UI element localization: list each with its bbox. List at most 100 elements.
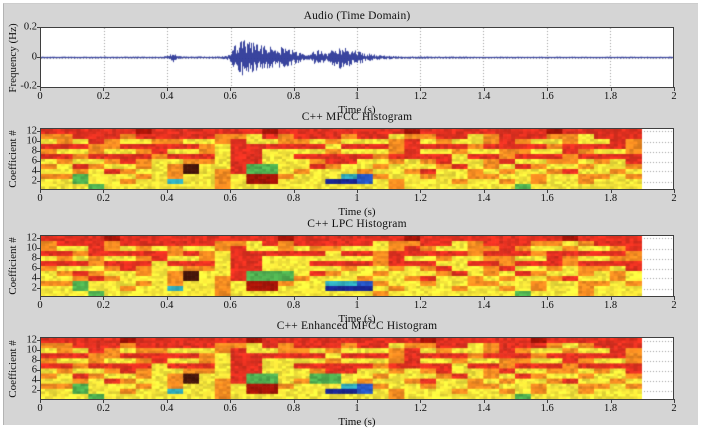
plot-area-enhanced-mfcc [40,337,674,400]
plot-area-audio [40,27,674,88]
y-axis-label-audio: Frequency (Hz) [7,22,19,93]
x-tick-label: 1.8 [604,193,618,204]
y-tick-mark [37,257,40,259]
x-tick-label: 2 [671,403,677,414]
x-tick-label: 1.2 [413,193,427,204]
x-tick-label: 1.6 [540,91,554,102]
x-tick-mark [547,296,549,300]
x-tick-mark [610,189,612,193]
y-tick-mark [37,130,40,132]
x-tick-label: 2 [671,91,677,102]
x-tick-label: 1 [354,403,360,414]
x-tick-mark [420,87,422,91]
y-tick-mark [37,267,40,269]
y-tick-mark [37,277,40,279]
x-tick-label: 0.2 [96,300,110,311]
x-tick-label: 1.8 [604,91,618,102]
x-tick-mark [293,189,295,193]
x-tick-mark [166,87,168,91]
x-tick-mark [40,189,41,193]
x-tick-label: 0.6 [223,91,237,102]
plot-title-lpc: C++ LPC Histogram [307,218,407,230]
x-tick-mark [293,296,295,300]
x-tick-mark [293,87,295,91]
y-tick-mark [37,150,40,152]
y-tick-label: 8 [31,252,37,263]
x-axis-label-enhanced-mfcc: Time (s) [338,416,376,428]
x-tick-mark [357,189,358,193]
y-tick-label: 12 [26,125,38,136]
y-tick-label: 6 [31,155,37,166]
y-tick-label: 12 [26,232,38,243]
x-tick-mark [103,296,105,300]
x-tick-label: 0.2 [96,193,110,204]
y-tick-mark [37,349,40,351]
x-tick-mark [40,296,41,300]
x-tick-mark [420,296,422,300]
x-tick-label: 0.8 [287,193,301,204]
y-tick-label: 4 [31,272,37,283]
x-tick-label: 2 [671,193,677,204]
x-tick-label: 0.8 [287,403,301,414]
y-tick-label: 6 [31,364,37,376]
lpc-heatmap-canvas [41,236,673,296]
x-tick-mark [166,399,168,403]
y-tick-mark [37,380,40,382]
y-tick-mark [37,370,40,372]
x-tick-mark [357,87,358,91]
y-tick-label: 4 [31,374,37,386]
x-tick-label: 1.2 [413,91,427,102]
x-tick-label: 1.2 [413,300,427,311]
x-tick-mark [547,87,549,91]
x-tick-mark [483,87,485,91]
plot-title-enhanced-mfcc: C++ Enhanced MFCC Histogram [276,320,438,332]
x-tick-label: 0.6 [223,300,237,311]
y-tick-mark [37,359,40,361]
y-tick-mark [37,140,40,142]
y-tick-label: 0 [31,51,37,62]
x-tick-mark [166,296,168,300]
x-tick-label: 1.2 [413,403,427,414]
plot-area-lpc [40,235,674,297]
x-tick-mark [230,296,232,300]
x-tick-mark [103,189,105,193]
x-tick-mark [40,87,41,91]
y-tick-mark [37,339,40,341]
x-tick-mark [420,399,422,403]
x-tick-label: 1.4 [477,91,491,102]
y-tick-label: 2 [31,175,37,186]
x-axis-label-audio: Time (s) [338,104,376,116]
x-tick-mark [674,296,675,300]
x-tick-label: 0.6 [223,193,237,204]
y-tick-label: 10 [26,344,38,356]
x-tick-label: 1.6 [540,300,554,311]
x-tick-mark [357,296,358,300]
y-tick-mark [37,287,40,289]
x-tick-label: 1.8 [604,300,618,311]
x-tick-mark [483,399,485,403]
y-tick-label: 2 [31,282,37,293]
x-tick-mark [420,189,422,193]
x-tick-label: 0.4 [160,193,174,204]
x-tick-mark [547,399,549,403]
x-tick-label: 0.2 [96,403,110,414]
x-tick-label: 0 [37,193,43,204]
x-tick-mark [610,87,612,91]
x-tick-mark [230,87,232,91]
x-tick-mark [230,399,232,403]
x-tick-label: 1 [354,193,360,204]
y-tick-label: 10 [26,135,38,146]
x-tick-label: 1 [354,91,360,102]
x-tick-label: 0 [37,403,43,414]
x-tick-mark [357,399,358,403]
y-tick-mark [37,390,40,392]
y-tick-label: 8 [31,145,37,156]
x-tick-label: 1.4 [477,193,491,204]
waveform-canvas [41,28,673,87]
x-tick-mark [547,189,549,193]
x-tick-label: 0 [37,91,43,102]
enhanced-mfcc-heatmap-canvas [41,338,673,399]
x-tick-mark [674,189,675,193]
x-tick-label: 1.6 [540,403,554,414]
